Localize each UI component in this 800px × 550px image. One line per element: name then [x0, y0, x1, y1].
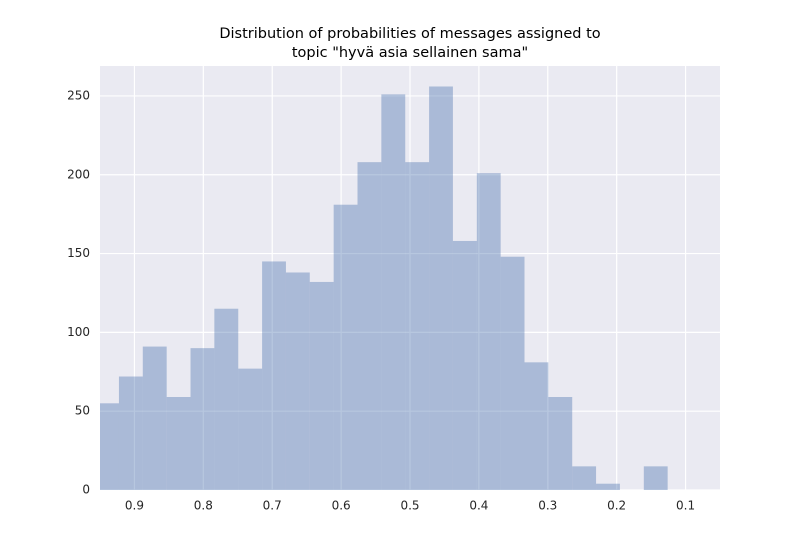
- y-tick-label: 150: [67, 246, 90, 260]
- y-tick-label: 200: [67, 167, 90, 181]
- y-tick-label: 50: [75, 404, 90, 418]
- y-tick-label: 0: [82, 483, 90, 497]
- bar: [500, 256, 525, 490]
- y-tick-label: 100: [67, 325, 90, 339]
- x-tick-label: 0.9: [125, 499, 144, 513]
- bar: [381, 94, 406, 490]
- bar: [262, 261, 286, 490]
- bar: [190, 348, 215, 490]
- x-tick-label: 0.6: [332, 499, 351, 513]
- chart-title: topic "hyvä asia sellainen sama": [292, 45, 528, 61]
- bar: [452, 240, 477, 490]
- bar: [166, 397, 191, 490]
- bar: [548, 397, 573, 490]
- x-tick-label: 0.1: [676, 499, 695, 513]
- bar: [333, 204, 358, 490]
- x-tick-label: 0.8: [194, 499, 213, 513]
- bar: [100, 403, 119, 490]
- bar: [357, 162, 382, 490]
- x-tick-label: 0.5: [400, 499, 419, 513]
- bar: [524, 362, 549, 490]
- x-tick-label: 0.2: [607, 499, 626, 513]
- bar: [142, 346, 167, 490]
- bar: [405, 162, 430, 490]
- bar: [309, 281, 334, 490]
- y-tick-label: 250: [67, 88, 90, 102]
- x-tick-label: 0.4: [469, 499, 488, 513]
- grid: [100, 66, 720, 491]
- x-tick-label: 0.7: [263, 499, 282, 513]
- x-tick-label: 0.3: [538, 499, 557, 513]
- chart-title: Distribution of probabilities of message…: [219, 26, 600, 42]
- bar: [596, 483, 620, 490]
- bar: [118, 376, 143, 490]
- bar: [214, 308, 239, 490]
- bar: [572, 466, 597, 490]
- bar: [429, 86, 453, 490]
- bar: [643, 466, 668, 490]
- bars: [100, 86, 668, 490]
- bar: [285, 272, 310, 490]
- bar: [476, 173, 501, 490]
- bar: [238, 368, 263, 490]
